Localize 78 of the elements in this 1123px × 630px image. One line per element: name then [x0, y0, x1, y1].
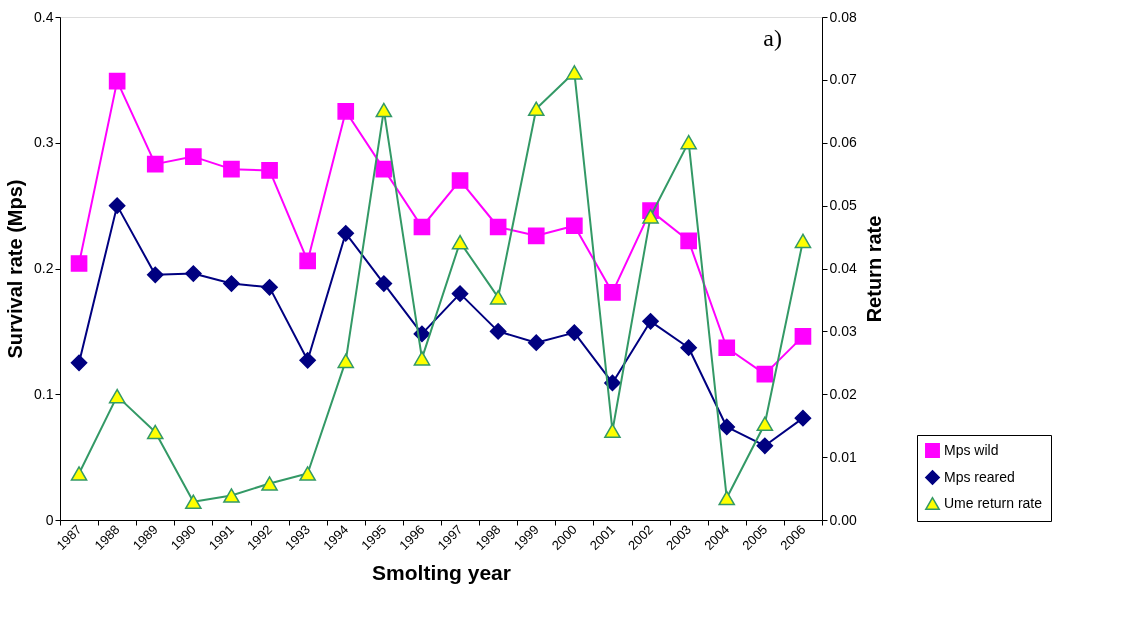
point [489, 218, 507, 236]
y2-tick-label: 0.07 [829, 71, 857, 88]
point [680, 232, 697, 250]
y2-tick-label: 0.03 [829, 322, 857, 339]
point [185, 148, 202, 165]
point [718, 339, 736, 357]
y2-tick-label: 0.08 [829, 8, 857, 25]
point [680, 134, 697, 150]
point [489, 323, 507, 340]
y-axis-title: Survival rate (Mps) [4, 179, 27, 359]
y2-tick-label: 0.02 [829, 385, 857, 402]
point [299, 466, 316, 481]
point [375, 275, 393, 292]
point [108, 388, 126, 404]
point [566, 324, 583, 341]
y2-tick-label: 0.05 [829, 197, 857, 214]
point [146, 266, 164, 284]
y2-axis-title: Return rate [862, 215, 885, 323]
x-axis-title: Smolting year [372, 560, 511, 584]
point [756, 416, 774, 432]
point [718, 490, 736, 506]
y-tick-label: 0.1 [34, 385, 54, 402]
point [794, 233, 812, 249]
point [223, 488, 240, 503]
point [756, 437, 774, 455]
point [299, 252, 316, 270]
y-tick-label: 0 [45, 511, 54, 528]
point [223, 160, 240, 178]
y2-tick-label: 0.06 [829, 134, 857, 151]
point [108, 72, 126, 90]
legend-label: Mps reared [944, 468, 1015, 485]
annotation: a) [763, 25, 782, 51]
point [527, 334, 545, 352]
point [642, 209, 659, 224]
point [299, 351, 316, 369]
legend-label: Ume return rate [944, 494, 1043, 511]
point [70, 354, 88, 372]
point [489, 290, 507, 305]
point [108, 197, 126, 214]
point [337, 102, 355, 120]
point [451, 285, 469, 302]
point [337, 224, 355, 242]
point [413, 351, 431, 366]
point [70, 466, 88, 481]
point [604, 423, 621, 439]
point [337, 353, 355, 369]
point [680, 339, 697, 357]
legend-label: Mps wild [944, 441, 999, 458]
point [451, 234, 469, 250]
point [566, 65, 583, 80]
point [70, 255, 88, 272]
point [527, 227, 545, 245]
point [261, 279, 278, 296]
point [604, 374, 621, 392]
point [185, 265, 202, 282]
point [527, 101, 545, 117]
point [261, 162, 278, 179]
point [756, 365, 774, 383]
point [642, 312, 659, 330]
y2-tick-label: 0.04 [829, 260, 857, 276]
point [261, 476, 278, 491]
point [146, 155, 164, 173]
y-tick-label: 0.4 [34, 8, 54, 25]
point [413, 218, 431, 236]
y2-tick-label: 0.01 [829, 448, 857, 465]
y-tick-label: 0.3 [34, 134, 54, 151]
point [185, 494, 202, 510]
point [223, 275, 240, 292]
point [794, 328, 812, 345]
point [718, 418, 736, 436]
point [604, 284, 621, 301]
point [146, 424, 164, 440]
point [451, 172, 469, 189]
point [566, 217, 583, 235]
y2-tick-label: 0.00 [829, 511, 857, 528]
point [375, 102, 393, 118]
y-tick-label: 0.2 [34, 260, 54, 276]
point [794, 409, 812, 427]
